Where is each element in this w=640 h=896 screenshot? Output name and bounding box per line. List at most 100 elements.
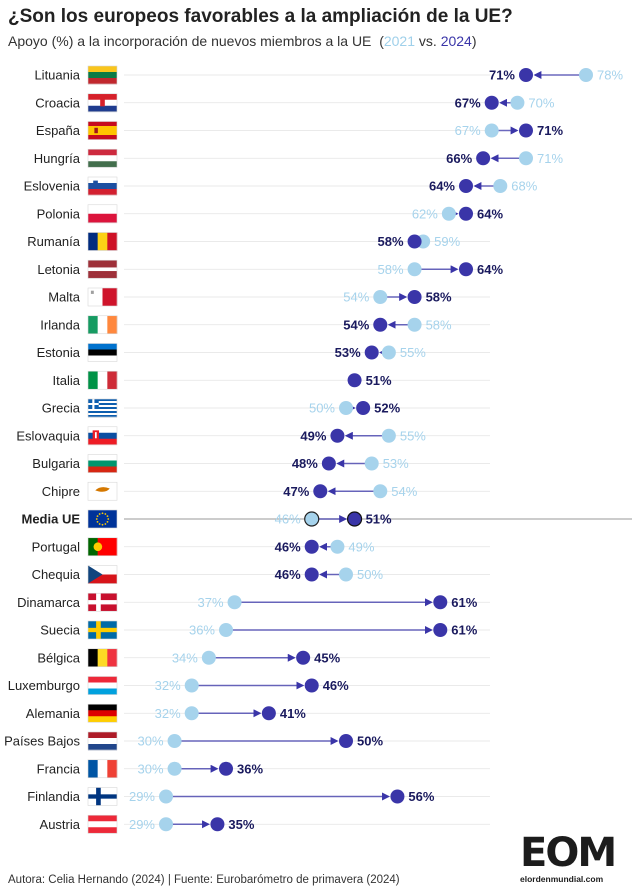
dot-2024 <box>484 95 499 110</box>
flag-border <box>87 121 118 140</box>
dot-2021 <box>493 179 508 193</box>
value-label-2024: 54% <box>343 317 369 332</box>
flag-part <box>88 183 117 190</box>
flag-border <box>87 565 118 584</box>
value-label-2021: 30% <box>138 734 164 749</box>
country-label: Malta <box>48 290 81 305</box>
value-label-2021: 67% <box>455 123 481 138</box>
legend-2024: 2024 <box>440 33 472 49</box>
flag-part <box>88 399 117 402</box>
dot-2021 <box>381 428 396 443</box>
flag-part <box>88 213 117 224</box>
dot-2021 <box>484 123 499 138</box>
value-label-2021: 49% <box>348 539 374 554</box>
bulgaria-flag <box>87 454 118 473</box>
flag-part <box>88 565 117 575</box>
value-label-2024: 52% <box>374 401 400 416</box>
flag-part <box>93 180 98 188</box>
spain-flag <box>87 121 118 140</box>
value-label-2024: 56% <box>408 789 434 804</box>
flag-part <box>88 135 117 140</box>
flag-part <box>93 542 103 552</box>
value-label-2024: 61% <box>451 595 477 610</box>
value-label-2024: 71% <box>489 68 515 83</box>
dot-2024 <box>330 428 345 443</box>
country-label: Media UE <box>21 512 80 527</box>
flag-part <box>95 487 110 492</box>
flag-part <box>88 716 117 723</box>
flag-part <box>88 454 117 461</box>
flag-part <box>96 787 101 806</box>
flag-border <box>87 259 118 279</box>
flag-part <box>88 315 98 334</box>
dot-2024 <box>339 734 353 748</box>
flag-part <box>107 648 118 667</box>
dot-2021 <box>184 678 199 693</box>
country-label: Eslovaquia <box>16 428 80 443</box>
value-label-2024: 36% <box>237 761 263 776</box>
value-label-2021: 34% <box>172 650 198 665</box>
flag-border <box>87 454 118 473</box>
country-label: Países Bajos <box>4 734 80 749</box>
italy-flag <box>87 370 118 390</box>
flag-part <box>88 232 98 251</box>
value-label-2024: 46% <box>275 567 301 582</box>
dot-2024 <box>304 678 319 693</box>
value-label-2021: 46% <box>275 512 301 527</box>
flag-star <box>104 523 107 525</box>
flag-part <box>88 371 98 390</box>
latvia-flag <box>87 259 118 279</box>
value-label-2021: 32% <box>155 678 181 693</box>
dot-2021 <box>159 817 173 832</box>
croatia-flag <box>87 93 118 113</box>
sweden-flag <box>87 620 118 640</box>
dot-2024 <box>459 206 473 221</box>
flag-border <box>87 93 118 113</box>
dot-2021 <box>219 623 233 637</box>
value-label-2024: 64% <box>477 262 503 277</box>
flag-border <box>87 232 118 251</box>
romania-flag <box>87 232 118 251</box>
flag-border <box>87 787 118 806</box>
value-label-2021: 68% <box>511 179 537 194</box>
flag-part <box>100 98 105 107</box>
country-label: Letonia <box>37 262 80 277</box>
logo-mark: EOM <box>520 830 617 876</box>
dot-2021 <box>167 761 182 776</box>
cyprus-flag <box>87 481 118 501</box>
value-label-2024: 71% <box>537 123 563 138</box>
flag-part <box>88 271 117 275</box>
ireland-flag <box>87 315 118 335</box>
austria-flag <box>87 814 118 834</box>
dot-2024 <box>347 373 362 388</box>
value-label-2024: 67% <box>455 95 481 110</box>
country-label: Francia <box>37 761 81 776</box>
value-label-2021: 36% <box>189 623 215 638</box>
flag-star <box>98 523 101 525</box>
denmark-flag <box>87 592 118 612</box>
value-label-2021: 62% <box>412 206 438 221</box>
flag-part <box>88 744 117 751</box>
flag-border <box>87 676 118 695</box>
flag-part <box>107 315 118 334</box>
greece-flag <box>87 398 118 418</box>
flag-part <box>107 537 118 556</box>
value-label-2021: 54% <box>343 290 369 305</box>
dot-2021 <box>364 456 379 471</box>
dot-2021 <box>201 650 216 665</box>
chart-title: ¿Son los europeos favorables a la amplia… <box>8 6 513 27</box>
dot-2024 <box>459 179 473 193</box>
country-label: Croacia <box>35 95 81 110</box>
flag-border <box>87 481 118 501</box>
dot-2024 <box>373 317 388 332</box>
flag-part <box>88 149 117 156</box>
country-label: Portugal <box>32 539 81 554</box>
dot-2024 <box>356 401 371 415</box>
flag-part <box>88 460 117 467</box>
flag-part <box>88 409 117 412</box>
value-label-2021: 55% <box>400 428 426 443</box>
country-label: Italia <box>53 373 81 388</box>
flag-part <box>88 648 98 667</box>
flag-part <box>88 78 117 85</box>
value-label-2021: 50% <box>309 401 335 416</box>
